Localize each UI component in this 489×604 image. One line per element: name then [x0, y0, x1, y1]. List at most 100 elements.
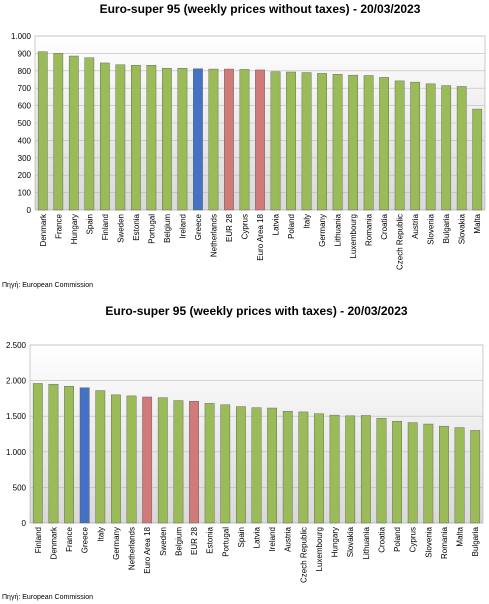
bar	[425, 83, 436, 211]
bar	[410, 81, 421, 211]
bar	[99, 62, 110, 211]
x-tick-label: Cyprus	[240, 214, 249, 239]
x-tick-label: Portugal	[147, 214, 156, 244]
x-tick-label: Lithuania	[362, 526, 371, 559]
x-tick-label: Romania	[365, 213, 374, 246]
bar	[394, 80, 405, 211]
bar	[282, 411, 293, 524]
x-tick-label: EUR 28	[190, 526, 199, 555]
bar	[298, 411, 309, 524]
x-tick-label: Estonia	[132, 213, 141, 240]
x-tick-label: Italy	[96, 527, 105, 542]
x-tick-label: France	[65, 526, 74, 551]
x-tick-label: Romania	[440, 526, 449, 559]
x-tick-label: Slovenia	[427, 213, 436, 244]
x-tick-label: Slovenia	[424, 526, 433, 557]
x-tick-label: Croatia	[380, 213, 389, 239]
x-tick-label: Slovakia	[458, 213, 467, 244]
x-tick-label: Italy	[303, 214, 312, 229]
bar	[317, 73, 327, 211]
x-tick-label: Euro Area 18	[143, 526, 152, 573]
y-tick-label: 0	[22, 519, 27, 528]
y-tick-label: 200	[18, 171, 32, 180]
x-tick-label: France	[54, 213, 63, 238]
bar	[162, 67, 172, 211]
x-tick-label: Greece	[81, 526, 90, 553]
bar	[115, 64, 126, 211]
bar	[454, 427, 465, 524]
bar	[239, 69, 250, 211]
bar	[363, 75, 374, 211]
y-tick-label: 900	[18, 49, 32, 58]
x-tick-label: EUR 28	[225, 213, 234, 242]
bar	[379, 77, 389, 211]
y-tick-label: 0	[27, 206, 32, 215]
x-tick-label: Hungary	[331, 527, 340, 557]
x-tick-label: Poland	[287, 214, 296, 239]
bar	[360, 415, 371, 524]
bar	[146, 65, 157, 211]
y-tick-label: 300	[18, 154, 32, 163]
x-tick-label: Malta	[473, 213, 482, 233]
bar	[177, 67, 188, 211]
x-tick-label: Czech Republic	[299, 527, 308, 583]
x-tick-label: Luxembourg	[349, 214, 358, 258]
bar	[332, 74, 343, 211]
bar	[193, 68, 203, 211]
bar	[251, 407, 262, 524]
bar	[32, 383, 43, 524]
bar	[48, 383, 59, 524]
x-tick-label: Belgium	[174, 527, 183, 556]
bar	[224, 68, 234, 211]
bar	[472, 108, 483, 211]
x-tick-label: Malta	[456, 526, 465, 546]
x-tick-label: Netherlands	[128, 527, 137, 570]
bar	[53, 53, 64, 211]
bar	[189, 401, 199, 524]
bar	[407, 422, 418, 524]
bar	[314, 413, 324, 524]
bar	[111, 394, 121, 524]
bar	[173, 400, 184, 524]
y-tick-label: 2.000	[6, 377, 27, 386]
y-tick-label: 800	[18, 67, 32, 76]
y-tick-label: 1.500	[6, 412, 27, 421]
y-tick-label: 600	[18, 102, 32, 111]
y-tick-label: 700	[18, 84, 32, 93]
x-tick-label: Bulgaria	[471, 526, 480, 556]
bar	[126, 395, 137, 524]
bar	[84, 57, 95, 211]
y-tick-label: 1.000	[6, 448, 27, 457]
bar	[157, 397, 168, 524]
x-tick-label: Austria	[284, 526, 293, 551]
x-tick-label: Denmark	[49, 526, 58, 559]
bar	[423, 423, 434, 524]
bar	[345, 415, 356, 524]
bar	[208, 68, 219, 211]
bar	[470, 430, 481, 524]
x-tick-label: Czech Republic	[396, 214, 405, 270]
bar	[329, 414, 340, 524]
x-tick-label: Spain	[85, 214, 94, 234]
bar	[64, 386, 74, 524]
y-tick-label: 500	[13, 483, 27, 492]
x-tick-label: Cyprus	[409, 527, 418, 552]
x-tick-label: Poland	[393, 527, 402, 552]
source: Πηγή: European Commission	[2, 594, 93, 601]
x-tick-label: Bulgaria	[442, 213, 451, 243]
bar	[37, 51, 48, 211]
x-tick-label: Netherlands	[209, 214, 218, 257]
bar	[204, 403, 215, 524]
y-tick-label: 100	[18, 189, 32, 198]
y-tick-label: 400	[18, 136, 32, 145]
y-tick-label: 1.000	[11, 32, 32, 41]
bar	[301, 72, 312, 211]
x-tick-label: Ireland	[268, 527, 277, 551]
x-tick-label: Spain	[237, 527, 246, 547]
bar	[235, 406, 246, 524]
x-tick-label: Hungary	[70, 214, 79, 244]
x-tick-label: Finland	[101, 214, 110, 240]
bar	[456, 86, 467, 211]
x-tick-label: Croatia	[377, 526, 386, 552]
